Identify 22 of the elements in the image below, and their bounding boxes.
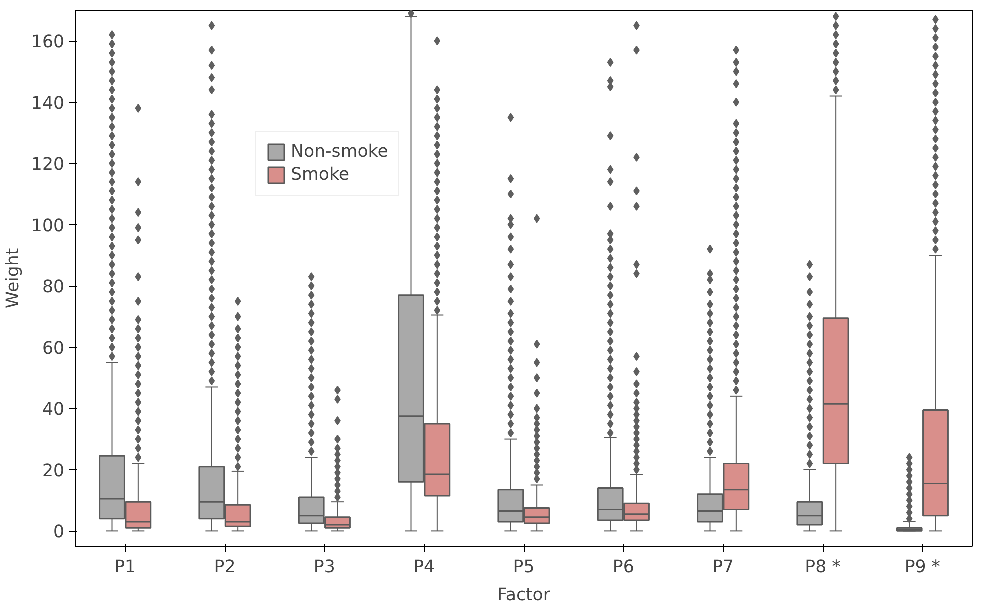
y-tick-label: 40 (42, 400, 65, 420)
y-tick-label: 60 (42, 338, 65, 359)
y-tick-label: 120 (31, 155, 65, 176)
x-tick-label: P5 (513, 558, 535, 578)
x-tick-label: P7 (712, 558, 734, 578)
x-tick-label: P1 (114, 558, 136, 578)
y-tick-label: 0 (53, 522, 65, 543)
y-axis-title: Weight (3, 248, 24, 309)
y-tick-label: 140 (31, 94, 65, 114)
x-tick-label: P3 (314, 558, 336, 578)
y-tick-label: 80 (42, 278, 65, 298)
x-tick-label: P6 (612, 558, 634, 578)
legend-label: Non-smoke (291, 142, 388, 162)
x-tick-label: P8 * (805, 558, 842, 578)
x-tick-label: P2 (214, 558, 236, 578)
y-tick-label: 160 (31, 32, 65, 53)
y-tick-label: 100 (31, 216, 65, 236)
x-tick-label: P9 * (904, 558, 941, 578)
x-axis-title: Factor (497, 586, 552, 606)
x-tick-label: P4 (414, 558, 436, 578)
y-tick-label: 20 (42, 461, 65, 482)
legend-label: Smoke (291, 165, 350, 185)
